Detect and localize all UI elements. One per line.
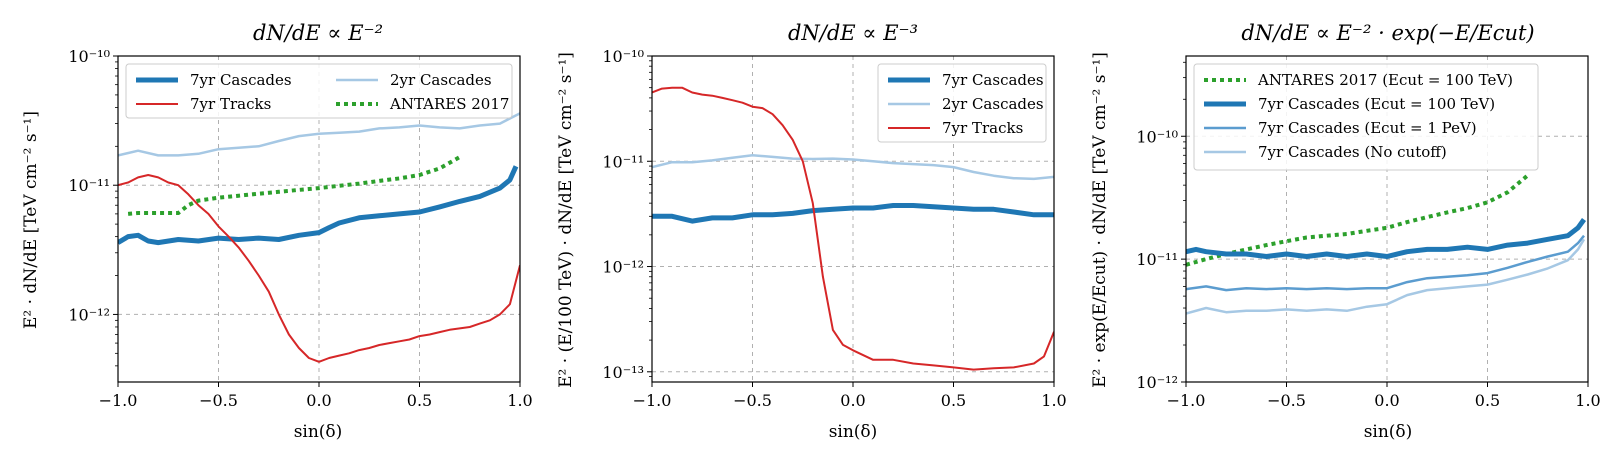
panel-power-law-e3: dN/dE ∝ E⁻³ sin(δ) E² · (E/100 TeV) · dN…	[556, 21, 1067, 442]
y-axis-label: E² · (E/100 TeV) · dN/dE [TeV cm⁻² s⁻¹]	[556, 52, 576, 388]
x-tick-label: 0.5	[1475, 391, 1500, 410]
legend-label: 2yr Cascades	[390, 71, 492, 89]
y-tick-label: 10⁻¹⁰	[602, 47, 644, 66]
legend-label: 7yr Cascades (Ecut = 1 PeV)	[1258, 119, 1477, 137]
x-axis-label: sin(δ)	[294, 422, 343, 442]
x-tick-label: 0.0	[306, 391, 331, 410]
legend-label: 7yr Cascades (No cutoff)	[1258, 143, 1447, 161]
x-tick-label: 1.0	[1575, 391, 1600, 410]
legend-label: 7yr Cascades	[942, 71, 1044, 89]
legend-label: ANTARES 2017 (Ecut = 100 TeV)	[1257, 71, 1513, 89]
legend: ANTARES 2017 (Ecut = 100 TeV) 7yr Cascade…	[1193, 63, 1539, 171]
x-axis-label: sin(δ)	[829, 422, 878, 442]
legend-label: 7yr Tracks	[190, 95, 271, 113]
plot-area: −1.0 −0.5 0.0 0.5 1.0 10⁻¹³ 10⁻¹² 10⁻¹¹ 10⁻¹⁰	[602, 47, 1066, 410]
series-line	[1186, 218, 1587, 259]
x-tick-label: 1.0	[507, 391, 532, 410]
y-tick-label: 10⁻¹⁰	[1136, 127, 1178, 146]
x-tick-label: −0.5	[199, 391, 238, 410]
legend-box	[1193, 63, 1539, 171]
series-line	[118, 174, 520, 363]
x-tick-label: −1.0	[99, 391, 138, 410]
legend-label: 2yr Cascades	[942, 95, 1044, 113]
panel-power-law-e2: dN/dE ∝ E⁻² sin(δ) E² · dN/dE [TeV cm⁻² …	[21, 21, 533, 442]
x-tick-label: 0.5	[407, 391, 432, 410]
panel-title: dN/dE ∝ E⁻²	[253, 21, 383, 45]
x-tick-label: −1.0	[633, 391, 672, 410]
x-tick-label: −1.0	[1167, 391, 1206, 410]
series-line	[118, 165, 519, 246]
panel-title: dN/dE ∝ E⁻³	[788, 21, 918, 45]
x-tick-label: 1.0	[1041, 391, 1066, 410]
series-line	[652, 154, 1054, 181]
x-tick-label: 0.0	[1374, 391, 1399, 410]
x-tick-label: 0.0	[840, 391, 865, 410]
x-tick-label: −0.5	[1267, 391, 1306, 410]
y-tick-label: 10⁻¹¹	[602, 152, 644, 171]
series-line	[652, 203, 1054, 224]
legend: 7yr Cascades 2yr Cascades 7yr Tracks ANTARE…	[125, 63, 513, 119]
legend-label: 7yr Cascades	[190, 71, 292, 89]
plot-area: −1.0 −0.5 0.0 0.5 1.0 10⁻¹² 10⁻¹¹ 10⁻¹⁰	[68, 47, 532, 410]
y-axis-label: E² · dN/dE [TeV cm⁻² s⁻¹]	[21, 111, 41, 329]
series-line	[652, 86, 1054, 371]
y-tick-label: 10⁻¹¹	[1136, 250, 1178, 269]
legend-label: ANTARES 2017	[389, 95, 509, 113]
y-tick-label: 10⁻¹⁰	[68, 47, 110, 66]
series-line	[1186, 234, 1585, 292]
series-line	[1186, 238, 1586, 315]
panel-title: dN/dE ∝ E⁻² · exp(−E/Ecut)	[1241, 21, 1534, 45]
x-tick-label: 0.5	[941, 391, 966, 410]
legend: 7yr Cascades 2yr Cascades 7yr Tracks	[877, 63, 1047, 143]
y-tick-label: 10⁻¹¹	[68, 176, 110, 195]
y-tick-label: 10⁻¹³	[602, 363, 644, 382]
y-tick-label: 10⁻¹²	[1136, 373, 1178, 392]
y-tick-label: 10⁻¹²	[68, 305, 110, 324]
series-line	[118, 112, 520, 157]
series-line	[127, 155, 461, 216]
y-tick-label: 10⁻¹²	[602, 258, 644, 277]
legend-box	[877, 63, 1047, 143]
panel-power-law-cutoff: dN/dE ∝ E⁻² · exp(−E/Ecut) sin(δ) E² · e…	[1090, 21, 1601, 442]
y-axis-label: E² · exp(E/Ecut) · dN/dE [TeV cm⁻² s⁻¹]	[1090, 52, 1110, 388]
plot-area: −1.0 −0.5 0.0 0.5 1.0 10⁻¹² 10⁻¹¹ 10⁻¹⁰	[1136, 55, 1601, 410]
legend-box	[125, 63, 513, 119]
series-line	[1186, 173, 1529, 267]
legend-label: 7yr Tracks	[942, 119, 1023, 137]
legend-label: 7yr Cascades (Ecut = 100 TeV)	[1258, 95, 1495, 113]
x-axis-label: sin(δ)	[1364, 422, 1413, 442]
x-tick-label: −0.5	[733, 391, 772, 410]
